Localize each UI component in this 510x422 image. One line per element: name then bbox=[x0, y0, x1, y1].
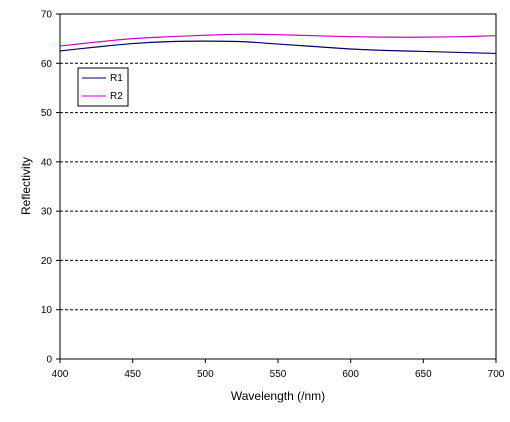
y-tick-label-40: 40 bbox=[41, 157, 53, 168]
x-tick-label-400: 400 bbox=[52, 369, 69, 380]
y-tick-label-10: 10 bbox=[41, 305, 53, 316]
y-tick-label-50: 50 bbox=[41, 108, 53, 119]
legend-label-r2: R2 bbox=[110, 91, 123, 102]
legend-label-r1: R1 bbox=[110, 73, 123, 84]
series-line-r1 bbox=[59, 40, 497, 55]
y-tick-label-20: 20 bbox=[41, 256, 53, 267]
legend: R1 R2 bbox=[77, 67, 129, 107]
x-tick-label-650: 650 bbox=[415, 369, 432, 380]
legend-box bbox=[77, 67, 129, 107]
y-tick-label-30: 30 bbox=[41, 207, 53, 218]
series-lines bbox=[59, 33, 497, 55]
x-tick-label-450: 450 bbox=[124, 369, 141, 380]
plot-area bbox=[59, 13, 497, 360]
x-axis: 400 450 500 550 600 650 700 bbox=[52, 359, 505, 380]
y-tick-label-0: 0 bbox=[46, 355, 52, 366]
y-tick-label-70: 70 bbox=[41, 10, 53, 21]
y-axis-title: Reflectivity bbox=[19, 157, 33, 215]
y-axis: 0 10 20 30 40 50 60 70 bbox=[41, 10, 60, 366]
x-tick-label-600: 600 bbox=[342, 369, 359, 380]
x-tick-label-500: 500 bbox=[197, 369, 214, 380]
series-line-r2 bbox=[59, 33, 497, 47]
x-tick-label-700: 700 bbox=[488, 369, 505, 380]
x-axis-title: Wavelength (/nm) bbox=[231, 389, 325, 403]
y-tick-label-60: 60 bbox=[41, 59, 53, 70]
x-tick-label-550: 550 bbox=[270, 369, 287, 380]
grid-lines bbox=[60, 62, 496, 311]
